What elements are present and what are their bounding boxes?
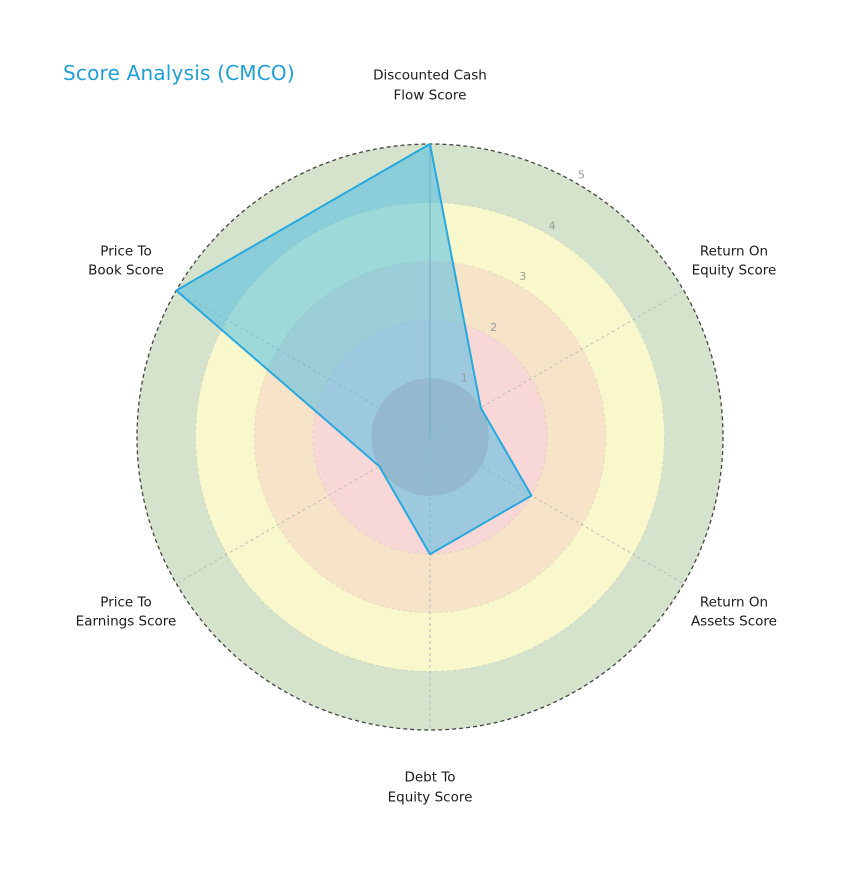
radial-tick-label-2: 2 (490, 321, 497, 334)
radial-tick-label-4: 4 (549, 219, 556, 232)
axis-label-price-to-book-score: Price To Book Score (88, 242, 164, 279)
radial-tick-label-5: 5 (578, 169, 585, 182)
radial-tick-label-3: 3 (519, 270, 526, 283)
axis-label-debt-to-equity-score: Debt To Equity Score (387, 769, 473, 805)
axis-label-return-on-assets-score: Return On Assets Score (690, 593, 777, 630)
axis-label-return-on-equity-score: Return On Equity Score (691, 242, 777, 279)
axis-label-price-to-earnings-score: Price To Earnings Score (75, 593, 177, 630)
radial-tick-label-1: 1 (461, 372, 468, 385)
axis-label-discounted-cash-flow-score: Discounted Cash Flow Score (373, 67, 487, 103)
chart-title: Score Analysis (CMCO) (63, 61, 295, 85)
score-polygon (175, 143, 533, 556)
